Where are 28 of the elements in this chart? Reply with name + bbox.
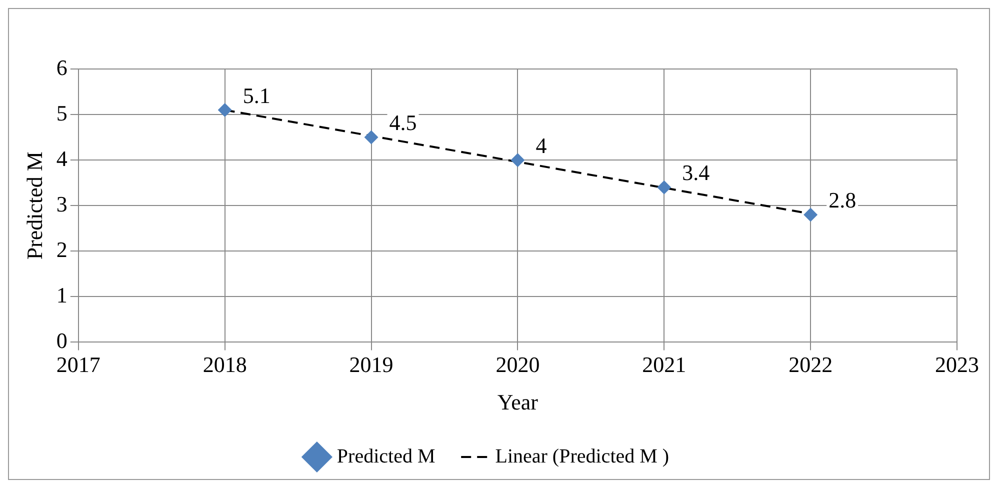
point xyxy=(804,208,818,222)
x-tick-label: 2021 xyxy=(642,352,686,378)
point xyxy=(510,153,525,168)
data-label: 4.5 xyxy=(389,110,417,136)
x-axis-title: Year xyxy=(497,390,539,415)
y-tick-label: 5 xyxy=(56,100,68,126)
data-label: 4 xyxy=(536,132,547,158)
y-tick-label: 2 xyxy=(56,236,68,262)
point xyxy=(364,130,378,144)
y-tick-label: 0 xyxy=(56,328,68,353)
x-tick-label: 2017 xyxy=(56,352,100,378)
y-tick-label: 4 xyxy=(56,146,68,171)
x-tick-label: 2022 xyxy=(788,352,833,378)
x-tick-label: 2019 xyxy=(349,352,394,378)
y-axis-title: Predicted M xyxy=(22,152,47,260)
x-tick-label: 2023 xyxy=(935,352,979,378)
y-tick-label: 3 xyxy=(56,191,68,216)
x-tick-label: 2020 xyxy=(496,352,540,378)
y-tick-label: 1 xyxy=(56,282,68,308)
point xyxy=(657,180,672,194)
legend-label: Linear (Predicted M ) xyxy=(495,445,670,468)
data-label: 3.4 xyxy=(682,160,710,186)
data-label: 2.8 xyxy=(828,187,856,212)
legend-label: Predicted M xyxy=(336,445,436,468)
x-tick-label: 2018 xyxy=(202,352,247,378)
data-label: 5.1 xyxy=(242,82,270,108)
point xyxy=(218,102,232,117)
y-tick-label: 6 xyxy=(56,54,68,80)
